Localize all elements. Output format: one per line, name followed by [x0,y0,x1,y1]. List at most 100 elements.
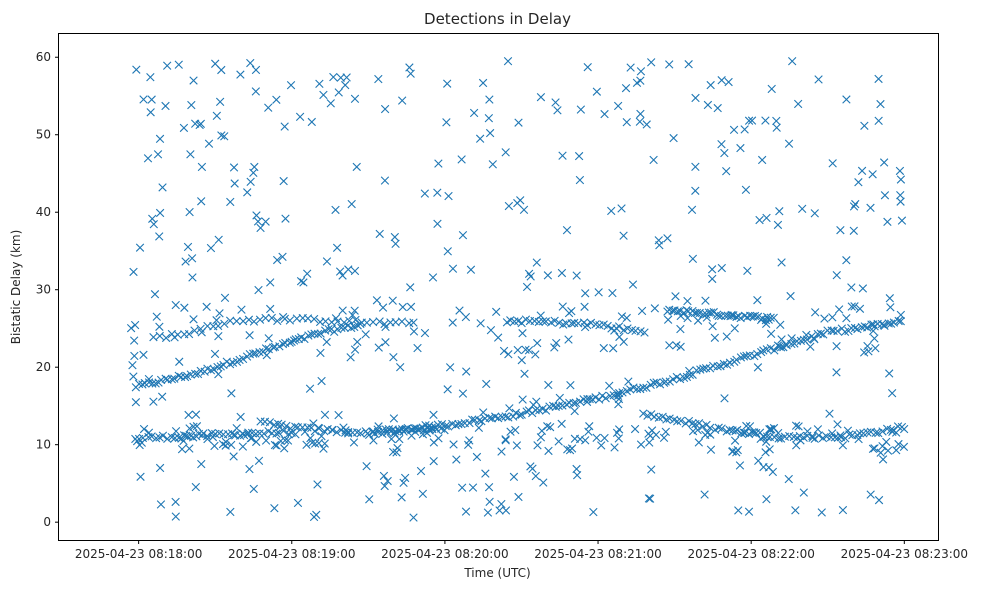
data-point [576,105,586,114]
data-point [148,214,157,223]
data-point [196,119,206,129]
data-point [457,155,466,164]
data-point [181,257,190,266]
data-point [673,417,682,426]
data-point [896,317,905,326]
data-point [764,463,774,472]
data-point [862,323,872,332]
data-point [443,79,452,88]
data-point [130,320,140,330]
data-point [249,349,258,358]
data-point [302,440,311,450]
data-point [828,159,837,168]
data-point [694,438,704,447]
data-point [217,131,226,140]
data-point [853,324,862,334]
data-point [497,447,506,456]
data-point [874,428,883,438]
data-point [280,436,290,445]
data-point [390,232,400,242]
data-point [455,306,464,315]
data-point [699,364,708,373]
data-point [347,323,356,333]
data-point [331,314,341,323]
data-point [153,150,163,159]
x-tick-label: 2025-04-23 08:20:00 [381,547,508,561]
data-point [420,328,430,338]
data-point [226,197,235,207]
data-point [504,201,514,211]
data-point [703,100,713,110]
data-point [130,351,139,361]
data-point [876,448,885,457]
y-tick-label: 0 [43,515,51,529]
data-point [562,225,572,235]
data-point [672,341,681,350]
data-point [722,167,731,176]
data-point [691,93,700,103]
data-point [814,75,823,84]
data-point [869,326,878,336]
data-point [518,329,527,338]
data-point [870,334,879,343]
data-point [559,320,568,329]
data-point [444,191,453,201]
data-point [155,331,164,341]
data-point [605,391,615,401]
data-point [713,103,722,113]
data-point [396,362,405,372]
data-point [191,482,200,492]
data-point [261,436,271,445]
data-point [155,322,164,331]
data-point [285,316,295,325]
data-point [766,424,775,434]
data-point [362,462,371,471]
data-point [742,421,751,431]
data-point [751,428,761,438]
data-point [184,329,194,339]
data-point [676,324,685,334]
data-point [665,341,674,350]
data-point [863,341,872,351]
data-point [713,362,722,371]
data-point [566,380,575,390]
data-point [679,373,689,383]
data-point [806,342,815,351]
data-point [397,317,407,326]
x-tick-label: 2025-04-23 08:19:00 [228,547,355,561]
data-point [338,271,347,280]
data-point [883,217,892,227]
data-point [878,427,887,436]
data-point [567,319,576,328]
data-point [349,438,359,447]
data-point [317,376,326,386]
data-point [132,65,141,74]
data-point [792,441,801,450]
data-point [389,353,398,362]
data-point [239,430,249,440]
data-point [730,324,739,333]
data-point [129,336,139,345]
data-point [299,278,308,287]
data-point [572,470,582,480]
data-point [834,305,844,314]
data-point [617,204,626,213]
data-point [810,209,819,218]
data-point [307,117,316,127]
data-point [266,278,275,287]
data-point [539,478,548,487]
data-point [615,332,624,342]
data-point [316,329,325,338]
data-point [808,433,817,443]
data-point [863,428,872,437]
data-point [310,439,320,448]
data-point [614,434,623,443]
data-point [886,319,896,328]
data-point [379,471,389,481]
data-point [449,440,458,449]
data-point [167,375,177,384]
data-point [885,294,894,303]
data-point [270,504,279,513]
data-point [510,317,519,326]
data-point [187,100,196,110]
